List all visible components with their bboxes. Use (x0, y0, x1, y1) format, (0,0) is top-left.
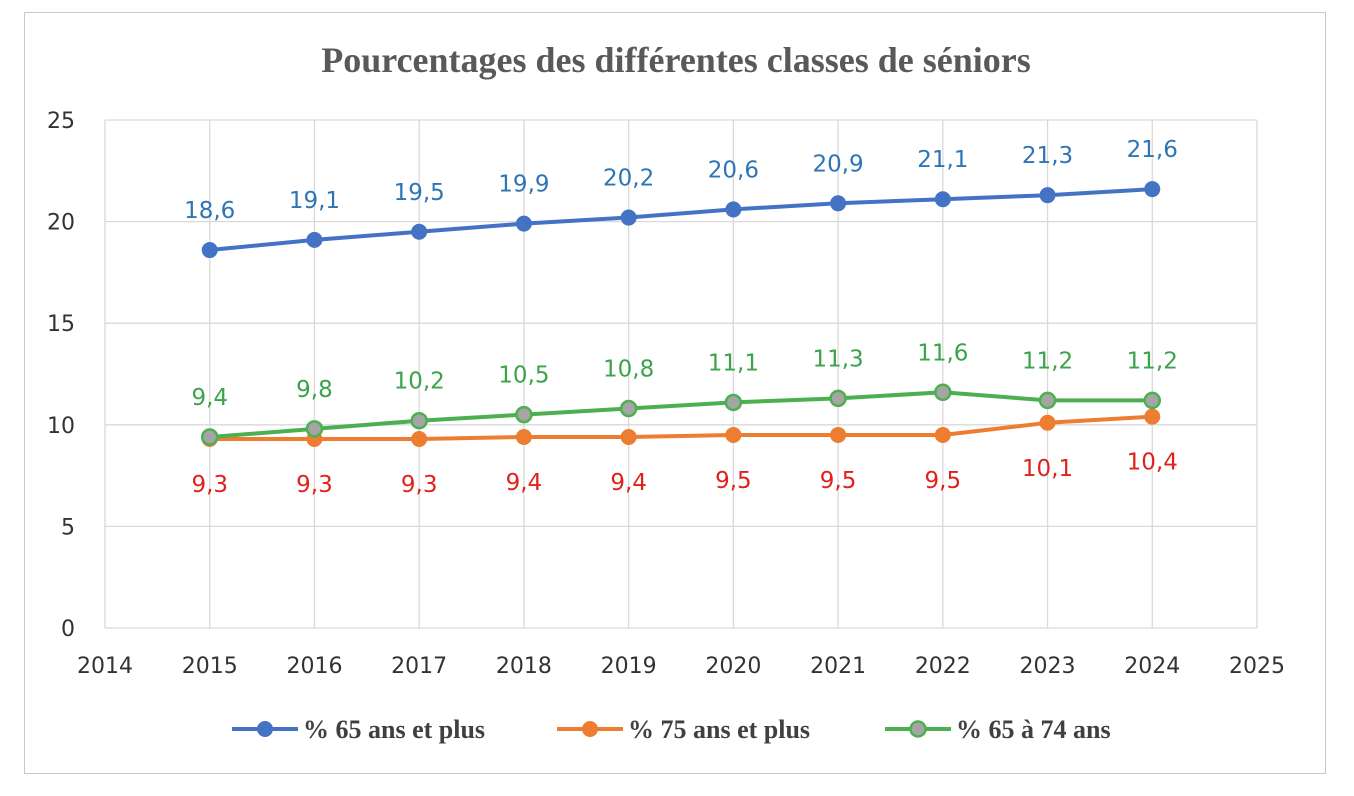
data-label: 9,4 (191, 385, 228, 411)
data-point (201, 242, 218, 259)
data-point (515, 405, 533, 424)
y-tick-label: 0 (61, 617, 75, 642)
data-label: 9,5 (715, 468, 752, 494)
data-point (620, 428, 637, 445)
data-point (934, 383, 952, 402)
data-point (725, 201, 742, 218)
data-point (410, 411, 428, 430)
legend-item-3: % 65 à 74 ans (885, 715, 1111, 744)
data-label: 11,2 (1022, 348, 1073, 374)
data-label: 19,9 (498, 172, 549, 198)
data-label: 9,3 (401, 472, 438, 498)
data-label: 20,9 (812, 151, 863, 177)
data-label: 11,1 (708, 350, 759, 376)
legend-label: % 65 à 74 ans (956, 715, 1111, 744)
data-point (619, 399, 638, 418)
y-tick-label: 5 (61, 515, 75, 540)
x-tick-label: 2015 (182, 654, 238, 679)
data-point (934, 191, 951, 208)
data-point (305, 420, 324, 438)
data-point (411, 223, 428, 240)
legend-item-1: % 65 ans et plus (232, 715, 485, 744)
x-tick-label: 2019 (601, 654, 657, 679)
legend-marker (909, 720, 927, 738)
data-point (725, 426, 742, 443)
data-labels: 18,6 19,1 19,5 19,9 20,2 20,6 20,9 21,1 21,3 21,6… (184, 137, 1178, 498)
data-label: 11,2 (1127, 348, 1178, 374)
data-point (829, 389, 847, 408)
data-label: 10,2 (394, 369, 445, 395)
x-tick-label: 2020 (705, 654, 761, 679)
legend-label: % 75 ans et plus (628, 715, 810, 744)
y-tick-label: 15 (47, 312, 75, 337)
data-label: 10,4 (1127, 450, 1178, 476)
data-point (830, 426, 847, 443)
legend-label: % 65 ans et plus (303, 715, 485, 744)
y-tick-label: 20 (47, 211, 75, 236)
grid (104, 119, 1258, 629)
data-label: 9,3 (191, 472, 228, 498)
data-label: 21,3 (1022, 143, 1073, 169)
data-label: 21,6 (1127, 137, 1178, 163)
data-point (1038, 391, 1057, 410)
data-point (306, 231, 323, 248)
data-label: 18,6 (184, 198, 235, 224)
y-tick-label: 25 (47, 109, 75, 134)
data-label: 21,1 (917, 147, 968, 173)
data-label: 11,6 (917, 340, 968, 366)
x-tick-label: 2023 (1020, 654, 1076, 679)
data-point (934, 426, 951, 443)
x-tick-label: 2022 (915, 654, 971, 679)
y-tick-label: 10 (47, 414, 75, 439)
data-point (515, 215, 532, 232)
series-line (209, 414, 1153, 441)
legend-marker (257, 721, 273, 737)
data-label: 9,4 (610, 470, 647, 496)
chart-title: Pourcentages des différentes classes de … (321, 40, 1031, 80)
data-point (200, 428, 219, 446)
legend-item-2: % 75 ans et plus (557, 715, 810, 744)
series-3 (200, 383, 1162, 446)
data-label: 11,3 (812, 346, 863, 372)
data-point (1143, 391, 1162, 410)
data-label: 19,1 (289, 188, 340, 214)
series-line (209, 390, 1153, 439)
x-tick-label: 2021 (810, 654, 866, 679)
legend-marker (582, 721, 598, 737)
data-label: 20,6 (708, 157, 759, 183)
x-tick-label: 2025 (1229, 654, 1285, 679)
data-point (1039, 187, 1056, 204)
x-tick-label: 2016 (286, 654, 342, 679)
data-label: 10,1 (1022, 456, 1073, 482)
data-point (1144, 181, 1161, 198)
data-label: 9,8 (296, 377, 333, 403)
series-2 (201, 408, 1161, 448)
data-point (515, 428, 532, 445)
series-1 (201, 181, 1161, 259)
data-point (620, 209, 637, 226)
x-tick-label: 2017 (391, 654, 447, 679)
chart-frame (24, 12, 1326, 774)
data-point (830, 195, 847, 212)
data-label: 19,5 (394, 180, 445, 206)
data-label: 9,3 (296, 472, 333, 498)
data-point (724, 393, 743, 412)
data-label: 9,5 (820, 468, 857, 494)
data-label: 10,5 (498, 363, 549, 389)
x-tick-label: 2014 (77, 654, 133, 679)
x-tick-label: 2024 (1124, 654, 1180, 679)
data-point (411, 431, 428, 448)
series-line (209, 187, 1153, 252)
data-label: 9,4 (506, 470, 543, 496)
data-point (1144, 408, 1161, 425)
data-label: 20,2 (603, 166, 654, 192)
data-label: 9,5 (925, 468, 962, 494)
data-point (1039, 414, 1056, 431)
data-label: 10,8 (603, 357, 654, 383)
series (200, 181, 1162, 448)
legend: % 65 ans et plus % 75 ans et plus % 65 à 7… (232, 715, 1111, 744)
x-tick-label: 2018 (496, 654, 552, 679)
